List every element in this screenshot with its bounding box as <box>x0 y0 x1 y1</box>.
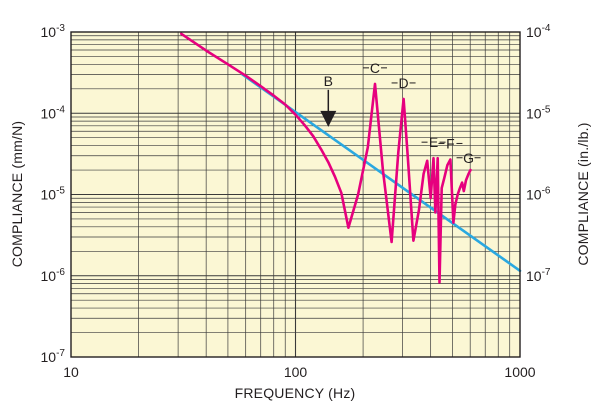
x-tick-label: 1000 <box>504 364 535 380</box>
annotation-layer: B C D E FG <box>320 60 481 166</box>
y2-axis-title: COMPLIANCE (in./lb.) <box>575 122 591 265</box>
annotation-label-d: D <box>399 75 409 91</box>
y-tick-label: 10-3 <box>41 23 66 40</box>
x-tick-label: 100 <box>284 364 308 380</box>
annotation-label-b: B <box>324 73 333 89</box>
annotation-label-f: F <box>446 135 455 151</box>
annotation-label-e: E <box>429 134 438 150</box>
annotation-arrowhead-b <box>320 110 337 127</box>
annotation-label-c: C <box>370 60 380 76</box>
series-layer <box>180 32 522 284</box>
y-axis-title: COMPLIANCE (mm/N) <box>9 121 25 268</box>
annotation-label-g: G <box>463 150 474 166</box>
y-tick-label: 10-6 <box>41 267 66 284</box>
ticks-layer: 10 100 1000 10-7 10-6 10-5 10-4 10-3 10-7 10-6 10-… <box>41 23 551 380</box>
y2-tick-label: 10-4 <box>526 23 551 40</box>
y2-tick-label: 10-5 <box>526 104 551 121</box>
y-tick-label: 10-7 <box>41 348 66 365</box>
x-tick-label: 10 <box>63 364 79 380</box>
y-tick-label: 10-5 <box>41 186 66 203</box>
y2-tick-label: 10-7 <box>526 267 551 284</box>
x-axis-title: FREQUENCY (Hz) <box>235 385 356 401</box>
series-line-measured <box>180 32 472 284</box>
plot-frame <box>70 31 521 358</box>
y2-tick-label: 10-6 <box>526 186 551 203</box>
y-tick-label: 10-4 <box>41 104 66 121</box>
